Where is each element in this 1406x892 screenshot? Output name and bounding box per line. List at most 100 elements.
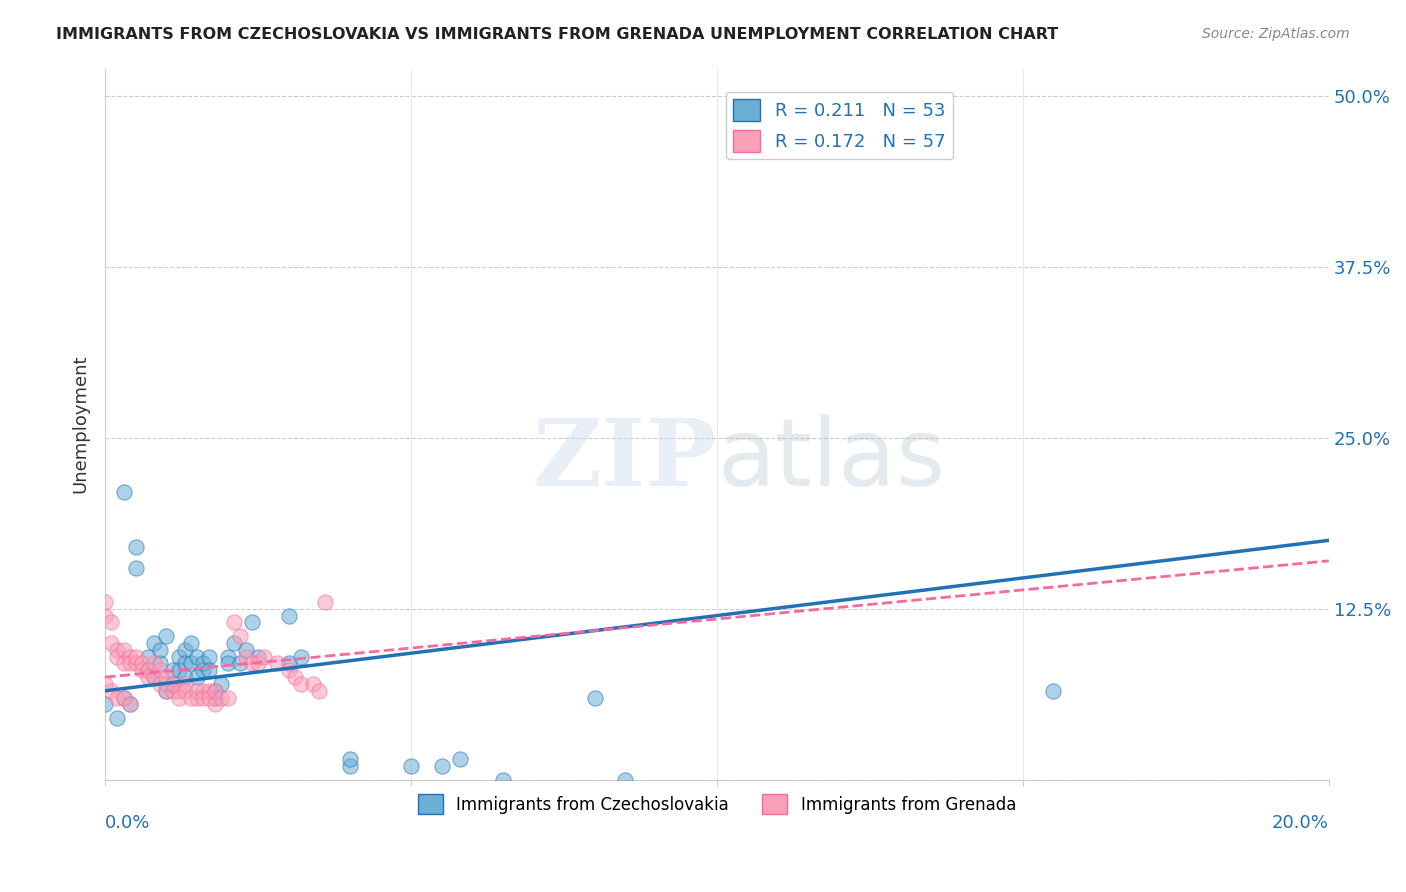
Point <box>149 657 172 671</box>
Point <box>290 677 312 691</box>
Point <box>155 677 177 691</box>
Point <box>204 690 226 705</box>
Point <box>229 657 252 671</box>
Point <box>143 670 166 684</box>
Point <box>143 636 166 650</box>
Point <box>173 657 195 671</box>
Point <box>100 683 122 698</box>
Point <box>162 677 184 691</box>
Point <box>247 649 270 664</box>
Point <box>149 642 172 657</box>
Point <box>155 670 177 684</box>
Point <box>155 683 177 698</box>
Text: IMMIGRANTS FROM CZECHOSLOVAKIA VS IMMIGRANTS FROM GRENADA UNEMPLOYMENT CORRELATI: IMMIGRANTS FROM CZECHOSLOVAKIA VS IMMIGR… <box>56 27 1059 42</box>
Point <box>284 670 307 684</box>
Point <box>277 663 299 677</box>
Point <box>107 649 129 664</box>
Point <box>186 649 208 664</box>
Point <box>186 690 208 705</box>
Point <box>186 683 208 698</box>
Point <box>180 690 202 705</box>
Point <box>240 657 263 671</box>
Point <box>198 690 221 705</box>
Point <box>302 677 325 691</box>
Point <box>100 636 122 650</box>
Point <box>198 649 221 664</box>
Point <box>162 683 184 698</box>
Point <box>191 663 214 677</box>
Point <box>277 657 299 671</box>
Point <box>131 663 153 677</box>
Point <box>118 657 141 671</box>
Point <box>449 752 471 766</box>
Point <box>107 690 129 705</box>
Point <box>204 683 226 698</box>
Point <box>266 657 288 671</box>
Point <box>118 649 141 664</box>
Point <box>167 649 190 664</box>
Point <box>339 759 361 773</box>
Point <box>125 560 148 574</box>
Point <box>191 690 214 705</box>
Point <box>136 670 159 684</box>
Point <box>125 657 148 671</box>
Point <box>339 752 361 766</box>
Point <box>173 642 195 657</box>
Point <box>149 663 172 677</box>
Point <box>118 698 141 712</box>
Point <box>94 677 117 691</box>
Point <box>162 663 184 677</box>
Point <box>583 690 606 705</box>
Point <box>614 772 637 787</box>
Point <box>94 698 117 712</box>
Point <box>180 636 202 650</box>
Point <box>112 657 135 671</box>
Point <box>131 657 153 671</box>
Point <box>125 649 148 664</box>
Text: ZIP: ZIP <box>533 415 717 505</box>
Point <box>94 595 117 609</box>
Y-axis label: Unemployment: Unemployment <box>72 355 89 493</box>
Point <box>155 629 177 643</box>
Point <box>277 608 299 623</box>
Point <box>136 663 159 677</box>
Point <box>107 642 129 657</box>
Point <box>222 636 245 650</box>
Point <box>211 677 233 691</box>
Point <box>112 690 135 705</box>
Point <box>191 683 214 698</box>
Point <box>198 683 221 698</box>
Point <box>167 690 190 705</box>
Point <box>155 683 177 698</box>
Point <box>235 649 257 664</box>
Point <box>204 683 226 698</box>
Point <box>222 615 245 630</box>
Point <box>167 663 190 677</box>
Point <box>247 657 270 671</box>
Point <box>173 670 195 684</box>
Point <box>173 677 195 691</box>
Point <box>211 690 233 705</box>
Point <box>229 629 252 643</box>
Text: 0.0%: 0.0% <box>105 814 150 832</box>
Text: atlas: atlas <box>717 414 945 506</box>
Point <box>107 711 129 725</box>
Legend: Immigrants from Czechoslovakia, Immigrants from Grenada: Immigrants from Czechoslovakia, Immigran… <box>412 788 1022 822</box>
Point <box>100 615 122 630</box>
Point <box>118 698 141 712</box>
Point <box>180 657 202 671</box>
Point <box>217 649 239 664</box>
Point <box>240 615 263 630</box>
Point <box>143 670 166 684</box>
Text: 20.0%: 20.0% <box>1272 814 1329 832</box>
Point <box>198 663 221 677</box>
Point <box>253 649 276 664</box>
Point <box>136 649 159 664</box>
Point <box>125 540 148 554</box>
Point <box>162 677 184 691</box>
Point <box>217 690 239 705</box>
Text: Source: ZipAtlas.com: Source: ZipAtlas.com <box>1202 27 1350 41</box>
Point <box>1042 683 1064 698</box>
Point <box>399 759 422 773</box>
Point <box>167 683 190 698</box>
